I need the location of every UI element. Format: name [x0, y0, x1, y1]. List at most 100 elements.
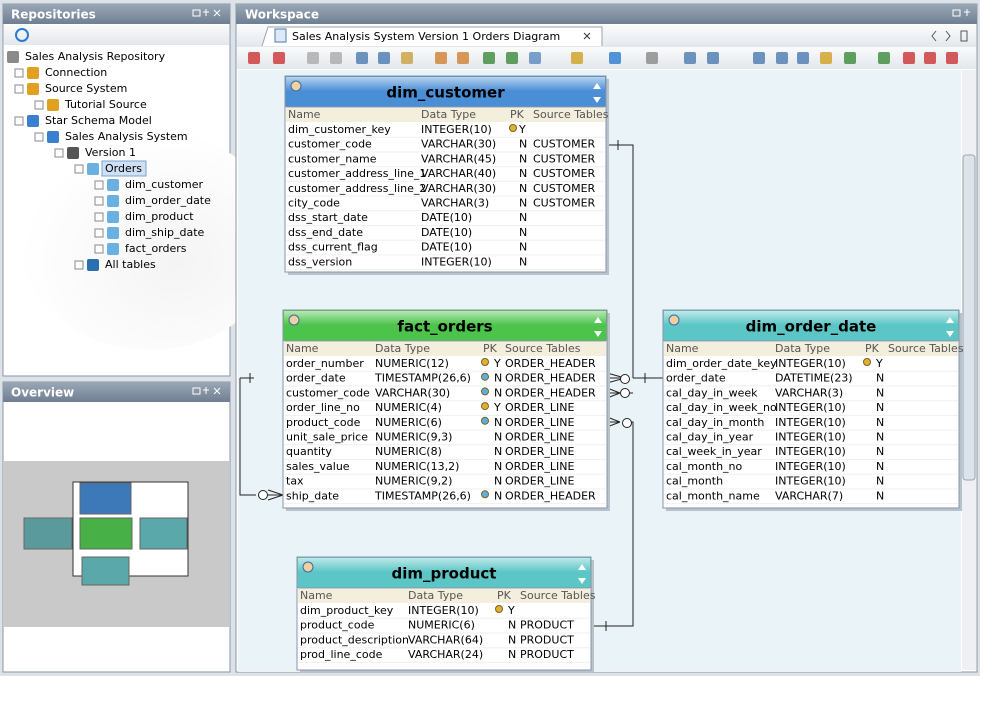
column-name[interactable]: tax: [286, 475, 304, 488]
column-name[interactable]: product_description: [300, 633, 409, 646]
tree-node[interactable]: dim_product: [125, 210, 194, 223]
toolbar-button[interactable]: [457, 52, 469, 64]
toolbar-button[interactable]: [776, 52, 788, 64]
column-name[interactable]: order_number: [286, 357, 364, 370]
expander[interactable]: [94, 196, 104, 206]
toolbar-button[interactable]: [401, 52, 413, 64]
toolbar-button[interactable]: [924, 52, 936, 64]
toolbar-button[interactable]: [707, 52, 719, 64]
entity-scroll[interactable]: [593, 83, 601, 103]
entity-table[interactable]: dim_product Name Data Type PK Source Tables d…: [296, 556, 596, 673]
toolbar-button[interactable]: [248, 52, 260, 64]
column-name[interactable]: sales_value: [286, 460, 350, 473]
column-name[interactable]: order_date: [666, 372, 726, 385]
expander[interactable]: [74, 164, 84, 174]
column-name[interactable]: customer_address_line_1: [288, 167, 426, 180]
tree-node[interactable]: Sales Analysis System: [65, 130, 188, 143]
toolbar-button[interactable]: [330, 52, 342, 64]
tree-node[interactable]: Source System: [45, 82, 127, 95]
toolbar-button[interactable]: [820, 52, 832, 64]
entity-scroll[interactable]: [946, 317, 954, 337]
expander[interactable]: [94, 212, 104, 222]
tab-nav[interactable]: [931, 30, 968, 42]
tab-close[interactable]: [583, 32, 591, 40]
expander[interactable]: [74, 260, 84, 270]
column-name[interactable]: unit_sale_price: [286, 431, 368, 444]
expander[interactable]: [94, 244, 104, 254]
h-scrollbar[interactable]: [238, 670, 961, 672]
expander[interactable]: [54, 148, 64, 158]
toolbar-button[interactable]: [273, 52, 285, 64]
tree-node[interactable]: dim_ship_date: [125, 226, 205, 239]
column-name[interactable]: cal_month_no: [666, 460, 743, 473]
panel-controls[interactable]: [192, 9, 221, 17]
column-name[interactable]: dss_version: [288, 255, 352, 268]
column-name[interactable]: city_code: [288, 197, 340, 210]
column-name[interactable]: customer_name: [288, 152, 377, 165]
column-name[interactable]: customer_address_line_2: [288, 182, 426, 195]
tab-title[interactable]: Sales Analysis System Version 1 Orders D…: [292, 30, 560, 43]
entity-scroll[interactable]: [578, 564, 586, 584]
column-name[interactable]: quantity: [286, 445, 332, 458]
tree-node[interactable]: Tutorial Source: [64, 98, 147, 111]
column-name[interactable]: product_code: [286, 416, 361, 429]
tree-node[interactable]: Star Schema Model: [45, 114, 152, 127]
tree-node[interactable]: fact_orders: [125, 242, 187, 255]
expander[interactable]: [14, 84, 24, 94]
toolbar-button[interactable]: [483, 52, 495, 64]
tree-node[interactable]: Orders: [105, 162, 142, 175]
column-name[interactable]: cal_month_name: [666, 489, 760, 502]
v-scroll-thumb[interactable]: [962, 154, 976, 481]
expander[interactable]: [14, 116, 24, 126]
column-name[interactable]: cal_week_in_year: [666, 445, 762, 458]
refresh-button[interactable]: [15, 28, 29, 42]
column-name[interactable]: dim_order_date_key: [666, 357, 777, 370]
column-name[interactable]: cal_day_in_month: [666, 416, 764, 429]
overview-map[interactable]: [4, 461, 229, 627]
column-name[interactable]: order_line_no: [286, 401, 360, 414]
column-name[interactable]: cal_day_in_week_no: [666, 401, 777, 414]
toolbar-button[interactable]: [753, 52, 765, 64]
tree-node[interactable]: dim_customer: [125, 178, 204, 191]
toolbar-button[interactable]: [797, 52, 809, 64]
toolbar-button[interactable]: [378, 52, 390, 64]
column-name[interactable]: customer_code: [286, 386, 370, 399]
column-name[interactable]: cal_day_in_week: [666, 386, 758, 399]
entity-table[interactable]: dim_order_date Name Data Type PK Source Tabl…: [662, 309, 964, 511]
expander[interactable]: [34, 132, 44, 142]
entity-scroll[interactable]: [594, 317, 602, 337]
toolbar-button[interactable]: [844, 52, 856, 64]
column-name[interactable]: prod_line_code: [300, 648, 383, 661]
expander[interactable]: [34, 100, 44, 110]
column-name[interactable]: dss_start_date: [288, 211, 368, 224]
column-name[interactable]: dss_current_flag: [288, 241, 378, 254]
column-name[interactable]: dim_customer_key: [288, 123, 391, 136]
column-name[interactable]: dim_product_key: [300, 604, 394, 617]
toolbar-button[interactable]: [571, 52, 583, 64]
column-name[interactable]: customer_code: [288, 138, 372, 151]
expander[interactable]: [94, 180, 104, 190]
column-name[interactable]: product_code: [300, 619, 375, 632]
tree-node[interactable]: All tables: [105, 258, 156, 271]
column-name[interactable]: ship_date: [286, 489, 339, 502]
expander[interactable]: [94, 228, 104, 238]
toolbar-button[interactable]: [946, 52, 958, 64]
toolbar-button[interactable]: [878, 52, 890, 64]
toolbar-button[interactable]: [529, 52, 541, 64]
column-name[interactable]: cal_month: [666, 475, 723, 488]
tree-node[interactable]: Connection: [45, 66, 107, 79]
tree-node[interactable]: dim_order_date: [125, 194, 211, 207]
column-name[interactable]: dss_end_date: [288, 226, 363, 239]
column-name[interactable]: order_date: [286, 372, 346, 385]
toolbar-button[interactable]: [506, 52, 518, 64]
tree-node[interactable]: Version 1: [85, 146, 136, 159]
panel-controls[interactable]: [192, 387, 221, 395]
toolbar-button[interactable]: [307, 52, 319, 64]
toolbar-button[interactable]: [435, 52, 447, 64]
toolbar-button[interactable]: [609, 52, 621, 64]
diagram-tab[interactable]: [261, 26, 603, 47]
panel-controls[interactable]: [952, 9, 970, 17]
entity-table[interactable]: fact_orders Name Data Type PK Source Tables o…: [282, 309, 610, 511]
toolbar-button[interactable]: [646, 52, 658, 64]
expander[interactable]: [14, 68, 24, 78]
